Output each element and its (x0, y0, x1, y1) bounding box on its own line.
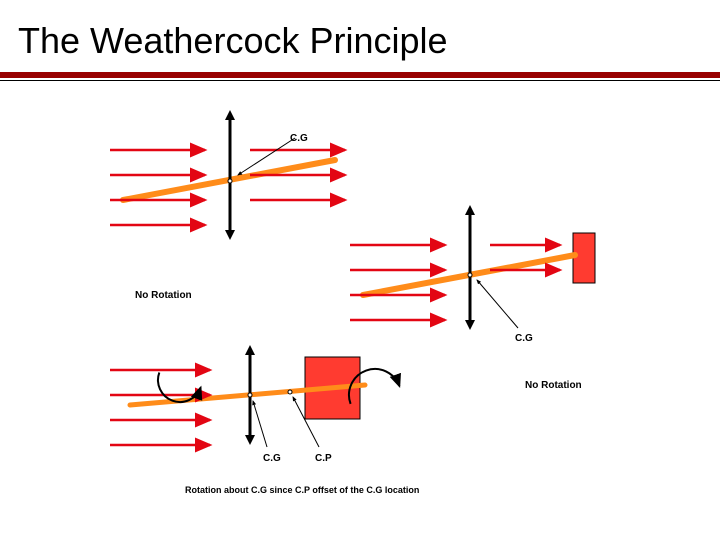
slide: The Weathercock Principle C.G No Rotation… (0, 0, 720, 540)
cg-label: C.G (290, 133, 308, 144)
no-rotation-label: No Rotation (135, 290, 192, 301)
cp-label: C.P (315, 453, 332, 464)
diagram-svg (95, 105, 625, 515)
no-rotation-label: No Rotation (525, 380, 582, 391)
cg-label: C.G (263, 453, 281, 464)
title-underline-thick (0, 72, 720, 78)
title-underline-thin (0, 80, 720, 81)
rotation-caption: Rotation about C.G since C.P offset of t… (185, 485, 419, 495)
cg-label: C.G (515, 333, 533, 344)
slide-title: The Weathercock Principle (18, 20, 448, 62)
weathercock-diagram: C.G No Rotation C.G No Rotation C.G C.P Rotati… (95, 105, 625, 515)
